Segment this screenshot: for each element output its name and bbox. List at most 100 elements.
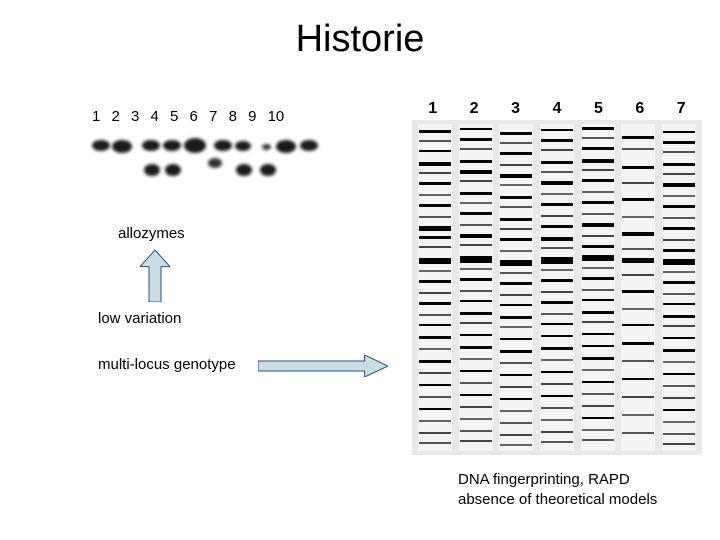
allozyme-spot	[163, 140, 181, 151]
gel-band	[500, 142, 532, 144]
gel-band	[663, 239, 695, 241]
gel-band	[663, 195, 695, 197]
gel-band	[622, 360, 654, 362]
gel-band	[460, 430, 492, 432]
gel-band	[541, 215, 573, 217]
gel-band	[541, 193, 573, 195]
gel-band	[541, 171, 573, 173]
gel-band	[663, 217, 695, 219]
fingerprint-lane	[540, 124, 574, 451]
gel-band	[622, 396, 654, 398]
gel-band	[582, 277, 614, 280]
gel-band	[582, 289, 614, 291]
gel-band	[500, 260, 532, 266]
gel-band	[541, 149, 573, 151]
fingerprint-lane-number: 2	[470, 100, 479, 118]
gel-band	[663, 131, 695, 133]
allozyme-spot	[262, 144, 271, 150]
allozyme-spot	[260, 164, 276, 176]
allozyme-spot	[276, 140, 296, 153]
allozyme-spot	[235, 141, 251, 151]
caption-line-1: DNA fingerprinting, RAPD	[458, 470, 657, 490]
gel-band	[541, 225, 573, 228]
gel-band	[541, 441, 573, 443]
gel-band	[460, 128, 492, 130]
gel-band	[582, 169, 614, 171]
gel-band	[582, 213, 614, 215]
gel-band	[663, 227, 695, 230]
gel-band	[500, 218, 532, 221]
gel-band	[500, 398, 532, 400]
gel-band	[500, 174, 532, 178]
gel-band	[460, 234, 492, 238]
slide-title: Historie	[0, 18, 720, 61]
gel-band	[500, 152, 532, 155]
gel-band	[582, 381, 614, 383]
gel-band	[419, 150, 451, 152]
gel-band	[582, 311, 614, 314]
gel-band	[460, 224, 492, 226]
gel-band	[622, 232, 654, 236]
gel-band	[622, 290, 654, 293]
gel-band	[419, 226, 451, 231]
gel-band	[460, 180, 492, 182]
gel-band	[419, 442, 451, 444]
gel-band	[419, 348, 451, 350]
gel-band	[582, 345, 614, 347]
gel-band	[663, 337, 695, 339]
gel-band	[582, 159, 614, 163]
fingerprint-lane	[621, 124, 655, 451]
gel-band	[500, 444, 532, 446]
gel-band	[460, 138, 492, 141]
gel-band	[460, 440, 492, 442]
gel-band	[622, 258, 654, 263]
allozyme-gel-diagram	[90, 128, 330, 198]
gel-band	[541, 359, 573, 361]
label-multilocus-genotype: multi-locus genotype	[98, 356, 236, 373]
gel-band	[460, 148, 492, 150]
gel-band	[663, 281, 695, 284]
gel-band	[622, 166, 654, 169]
gel-band	[500, 304, 532, 306]
gel-band	[541, 431, 573, 433]
gel-band	[419, 372, 451, 374]
gel-band	[541, 395, 573, 397]
gel-band	[500, 422, 532, 424]
gel-band	[582, 201, 614, 204]
gel-band	[460, 358, 492, 360]
gel-band	[622, 324, 654, 326]
gel-band	[663, 259, 695, 265]
gel-band	[663, 173, 695, 175]
gel-band	[582, 137, 614, 139]
gel-band	[460, 370, 492, 372]
gel-band	[622, 182, 654, 184]
gel-band	[663, 397, 695, 399]
gel-band	[541, 203, 573, 206]
gel-band	[541, 161, 573, 164]
gel-band	[663, 141, 695, 144]
gel-band	[541, 347, 573, 350]
gel-band	[541, 313, 573, 315]
allozyme-spot	[300, 140, 318, 151]
gel-band	[663, 271, 695, 273]
allozyme-spot	[214, 140, 232, 151]
gel-band	[500, 272, 532, 274]
gel-band	[663, 205, 695, 208]
gel-band	[622, 248, 654, 250]
gel-band	[663, 325, 695, 327]
allozyme-lane-numbers: 1 2 3 4 5 6 7 8 9 10	[92, 108, 284, 125]
gel-band	[419, 162, 451, 166]
gel-band	[419, 140, 451, 142]
gel-band	[541, 291, 573, 293]
gel-band	[541, 335, 573, 337]
gel-band	[663, 315, 695, 318]
gel-band	[582, 321, 614, 323]
gel-band	[663, 349, 695, 352]
gel-band	[460, 192, 492, 195]
fingerprint-lane-number: 6	[635, 100, 644, 118]
gel-band	[460, 170, 492, 174]
gel-band	[663, 443, 695, 445]
gel-band	[622, 136, 654, 139]
allozyme-spot	[184, 138, 206, 153]
gel-band	[582, 333, 614, 335]
